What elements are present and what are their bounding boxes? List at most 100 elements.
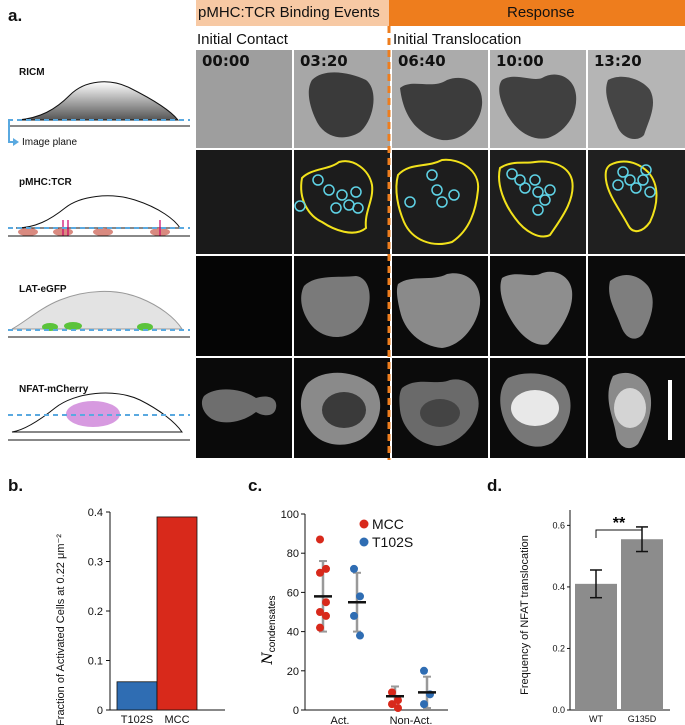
- response-header-bar: Response: [389, 0, 685, 26]
- pmhc-tcr-schematic: [8, 195, 190, 237]
- ricm-tile-5: 13:20: [588, 50, 685, 148]
- chart-c-legend-marker: [359, 519, 369, 529]
- ricm-tile-2: 03:20: [294, 50, 390, 148]
- nfat-tile-4: [490, 358, 586, 458]
- chart-c-point: [316, 535, 324, 544]
- chart-c-legend-label: MCC: [372, 516, 404, 532]
- chart-d-xtick-label: WT: [589, 714, 603, 724]
- chart-b-xtick-label: MCC: [164, 714, 189, 725]
- chart-c-point: [420, 666, 428, 675]
- lat-tile-3: [392, 256, 488, 356]
- response-header: Response: [507, 4, 575, 21]
- chart-c-point: [316, 623, 324, 632]
- chart-c-ytick-label: 60: [287, 587, 299, 599]
- chart-d-ylabel: Frequency of NFAT translocation: [519, 535, 531, 695]
- tcr-tile-2: [294, 150, 390, 254]
- cell-schematics: [8, 81, 190, 441]
- caption-initial-contact: Initial Contact: [197, 31, 288, 48]
- panel-a-letter: a.: [8, 6, 23, 25]
- chart-c-point: [350, 564, 358, 573]
- chart-c-point: [322, 598, 330, 607]
- tcr-tile-4: [490, 150, 586, 254]
- chart-b-bar-mcc: [156, 516, 198, 711]
- row-label-pmhc-tcr: pMHC:TCR: [19, 177, 72, 188]
- chart-c-point: [350, 611, 358, 620]
- lat-tile-5: [588, 256, 685, 356]
- row-label-nfat-mcherry: NFAT-mCherry: [19, 384, 89, 395]
- chart-c-point: [388, 700, 396, 709]
- panel-d-letter: d.: [487, 476, 503, 495]
- chart-c-point: [356, 631, 364, 640]
- tcr-tile-5: [588, 150, 685, 254]
- chart-c-ytick-label: 80: [287, 548, 299, 560]
- chart-d-significance-label: **: [613, 515, 626, 532]
- chart-c-point: [394, 696, 402, 705]
- chart-c-xtick-label: Act.: [331, 715, 350, 725]
- lat-egfp-schematic: [8, 291, 190, 338]
- chart-c-ytick-label: 20: [287, 666, 299, 678]
- tcr-tile-1: [196, 150, 292, 254]
- chart-b: Fraction of Activated Cells at 0.22 μm⁻²…: [55, 507, 225, 725]
- lat-tile-4: [490, 256, 586, 356]
- chart-b-ytick-label: 0.3: [88, 557, 103, 569]
- chart-c-point: [420, 700, 428, 709]
- timestamp-2: 03:20: [300, 52, 348, 70]
- image-plane-label: Image plane: [22, 137, 78, 148]
- chart-c-xtick-label: Non-Act.: [390, 715, 433, 725]
- chart-b-ylabel: Fraction of Activated Cells at 0.22 μm⁻²: [55, 534, 67, 725]
- chart-c-point: [322, 611, 330, 620]
- chart-c-legend-label: T102S: [372, 534, 413, 550]
- chart-c-legend-marker: [359, 537, 369, 547]
- timestamp-1: 00:00: [202, 52, 250, 70]
- chart-b-xtick-label: T102S: [121, 714, 153, 725]
- chart-b-ytick-label: 0.4: [88, 507, 103, 519]
- chart-d-ytick-label: 0.2: [552, 643, 565, 653]
- chart-d-ytick-label: 0.4: [552, 582, 565, 592]
- chart-d-xtick-label: G135D: [628, 714, 657, 724]
- chart-d-ytick-label: 0.0: [552, 705, 565, 715]
- timestamp-3: 06:40: [398, 52, 446, 70]
- chart-b-ytick-label: 0.1: [88, 656, 103, 668]
- ricm-tile-4: 10:00: [490, 50, 586, 148]
- chart-c-ytick-label: 100: [281, 509, 299, 521]
- row-label-ricm: RICM: [19, 67, 45, 78]
- chart-c-point: [394, 704, 402, 713]
- chart-c-point: [322, 564, 330, 573]
- chart-b-bar-t102s: [116, 681, 158, 711]
- events-header-bar: pMHC:TCR Binding Events: [196, 0, 389, 26]
- nfat-tile-2: [294, 358, 390, 458]
- chart-c-point: [388, 688, 396, 697]
- chart-c: Ncondensates 0 20 40 60 80 100 Act. Non-Act. MCC…: [260, 509, 448, 725]
- chart-d-ytick-label: 0.6: [552, 520, 565, 530]
- chart-c-ylabel: Ncondensates: [260, 596, 278, 666]
- tcr-tile-3: [392, 150, 488, 254]
- chart-d-bar-wt: [575, 583, 617, 710]
- ricm-tile-3: 06:40: [392, 50, 488, 148]
- chart-d-significance-bracket: [595, 529, 643, 538]
- chart-b-ytick-label: 0: [97, 705, 103, 717]
- timestamp-5: 13:20: [594, 52, 642, 70]
- chart-b-ytick-label: 0.2: [88, 606, 103, 618]
- ricm-tile-1: 00:00: [196, 50, 292, 148]
- lat-tile-1: [196, 256, 292, 356]
- events-header: pMHC:TCR Binding Events: [198, 4, 380, 21]
- lat-tile-2: [294, 256, 390, 356]
- panel-c-letter: c.: [248, 476, 263, 495]
- nfat-tile-1: [196, 358, 292, 458]
- caption-initial-translocation: Initial Translocation: [393, 31, 522, 48]
- chart-d-bar-g135d: [621, 539, 663, 710]
- ricm-schematic: [8, 81, 190, 146]
- timestamp-4: 10:00: [496, 52, 544, 70]
- chart-c-point: [356, 592, 364, 601]
- nfat-mcherry-schematic: [8, 392, 190, 441]
- chart-d: Frequency of NFAT translocation 0.0 0.2 0.…: [519, 510, 670, 724]
- chart-c-point: [316, 568, 324, 577]
- chart-c-ytick-label: 40: [287, 627, 299, 639]
- chart-c-point: [316, 608, 324, 616]
- panel-b-letter: b.: [8, 476, 24, 495]
- response-divider-line: [387, 26, 391, 460]
- nfat-tile-5: [588, 358, 685, 458]
- nfat-tile-3: [392, 358, 488, 458]
- chart-c-ytick-label: 0: [293, 705, 299, 717]
- row-label-lat-egfp: LAT-eGFP: [19, 284, 67, 295]
